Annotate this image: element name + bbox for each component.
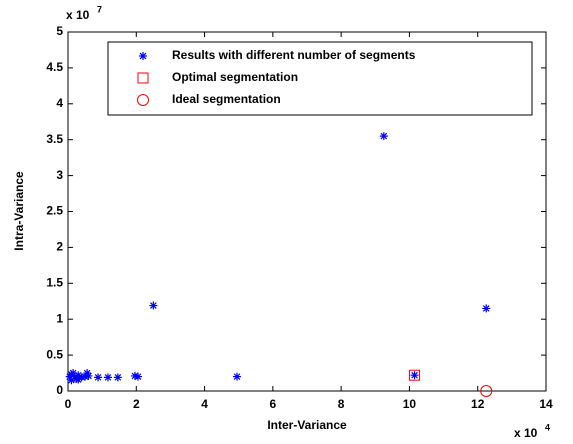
x-axis-label: Inter-Variance bbox=[267, 418, 347, 432]
x-tick-label: 14 bbox=[539, 397, 553, 411]
y-tick-label: 1.5 bbox=[46, 275, 63, 289]
legend-marker bbox=[137, 72, 149, 84]
data-point bbox=[149, 301, 158, 310]
y-tick-label: 1 bbox=[56, 311, 63, 325]
data-point bbox=[379, 132, 388, 141]
data-point bbox=[482, 304, 491, 313]
data-point bbox=[81, 372, 90, 381]
data-point bbox=[77, 373, 86, 382]
legend-label: Ideal segmentation bbox=[172, 92, 281, 106]
data-point bbox=[409, 369, 421, 381]
legend-box bbox=[107, 41, 533, 116]
y-tick-label: 0.5 bbox=[46, 347, 63, 361]
data-point bbox=[84, 371, 93, 380]
data-point bbox=[103, 373, 112, 382]
y-tick-label: 5 bbox=[56, 24, 63, 38]
x-tick-label: 8 bbox=[338, 397, 345, 411]
data-point bbox=[480, 385, 493, 397]
x-tick-label: 2 bbox=[133, 397, 140, 411]
data-point bbox=[67, 376, 76, 385]
data-point bbox=[133, 372, 142, 381]
data-point bbox=[410, 371, 419, 380]
y-tick-label: 3 bbox=[56, 168, 63, 182]
legend-marker bbox=[137, 94, 149, 106]
legend-label: Results with different number of segment… bbox=[172, 48, 416, 62]
legend-marker bbox=[139, 52, 147, 60]
data-point bbox=[130, 371, 139, 380]
x-tick-label: 10 bbox=[403, 397, 417, 411]
x-multiplier: x 10 bbox=[514, 426, 538, 440]
y-tick-label: 4 bbox=[56, 96, 63, 110]
data-point bbox=[233, 372, 242, 381]
x-tick-label: 0 bbox=[65, 397, 72, 411]
y-axis-label: Intra-Variance bbox=[12, 171, 26, 251]
y-multiplier-exponent: 7 bbox=[97, 4, 102, 14]
data-point bbox=[72, 374, 81, 383]
x-multiplier-exponent: 4 bbox=[545, 422, 550, 432]
y-tick-label: 2.5 bbox=[46, 204, 63, 218]
legend-label: Optimal segmentation bbox=[172, 70, 298, 84]
data-point bbox=[83, 369, 92, 378]
x-tick-label: 12 bbox=[471, 397, 485, 411]
data-point bbox=[67, 370, 76, 379]
y-multiplier: x 10 bbox=[66, 8, 90, 22]
data-point bbox=[74, 371, 83, 380]
y-tick-label: 2 bbox=[56, 240, 63, 254]
y-tick-label: 4.5 bbox=[46, 60, 63, 74]
x-tick-label: 6 bbox=[270, 397, 277, 411]
data-point bbox=[94, 373, 103, 382]
data-point bbox=[74, 375, 83, 384]
y-tick-label: 3.5 bbox=[46, 132, 63, 146]
x-tick-label: 4 bbox=[201, 397, 208, 411]
data-point bbox=[113, 373, 122, 382]
y-tick-label: 0 bbox=[56, 383, 63, 397]
